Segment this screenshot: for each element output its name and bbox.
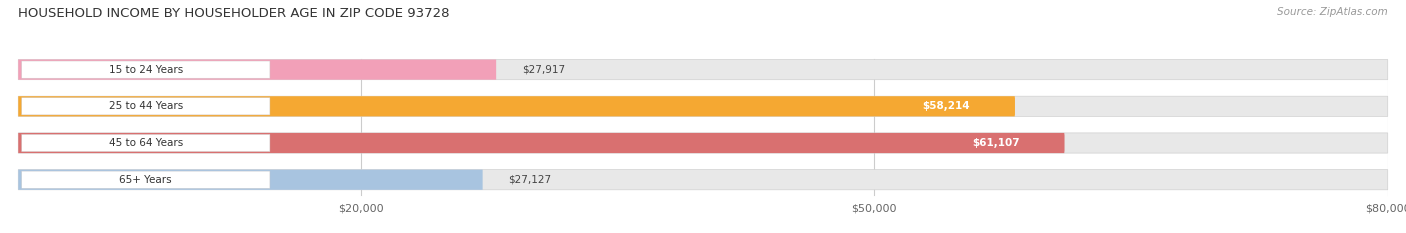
FancyBboxPatch shape [928,134,1064,152]
Text: 25 to 44 Years: 25 to 44 Years [108,101,183,111]
FancyBboxPatch shape [18,96,1015,116]
Text: 15 to 24 Years: 15 to 24 Years [108,65,183,75]
FancyBboxPatch shape [18,96,1388,116]
Text: HOUSEHOLD INCOME BY HOUSEHOLDER AGE IN ZIP CODE 93728: HOUSEHOLD INCOME BY HOUSEHOLDER AGE IN Z… [18,7,450,20]
FancyBboxPatch shape [18,170,1388,190]
FancyBboxPatch shape [877,98,1015,115]
FancyBboxPatch shape [18,133,1064,153]
Text: $61,107: $61,107 [972,138,1019,148]
FancyBboxPatch shape [21,61,270,78]
Text: 65+ Years: 65+ Years [120,175,172,185]
Text: 45 to 64 Years: 45 to 64 Years [108,138,183,148]
FancyBboxPatch shape [21,134,270,152]
FancyBboxPatch shape [18,59,1388,80]
Text: $27,127: $27,127 [509,175,551,185]
Text: $27,917: $27,917 [522,65,565,75]
FancyBboxPatch shape [18,170,482,190]
FancyBboxPatch shape [18,59,496,80]
FancyBboxPatch shape [21,171,270,188]
FancyBboxPatch shape [18,133,1388,153]
Text: $58,214: $58,214 [922,101,970,111]
FancyBboxPatch shape [21,98,270,115]
Text: Source: ZipAtlas.com: Source: ZipAtlas.com [1277,7,1388,17]
